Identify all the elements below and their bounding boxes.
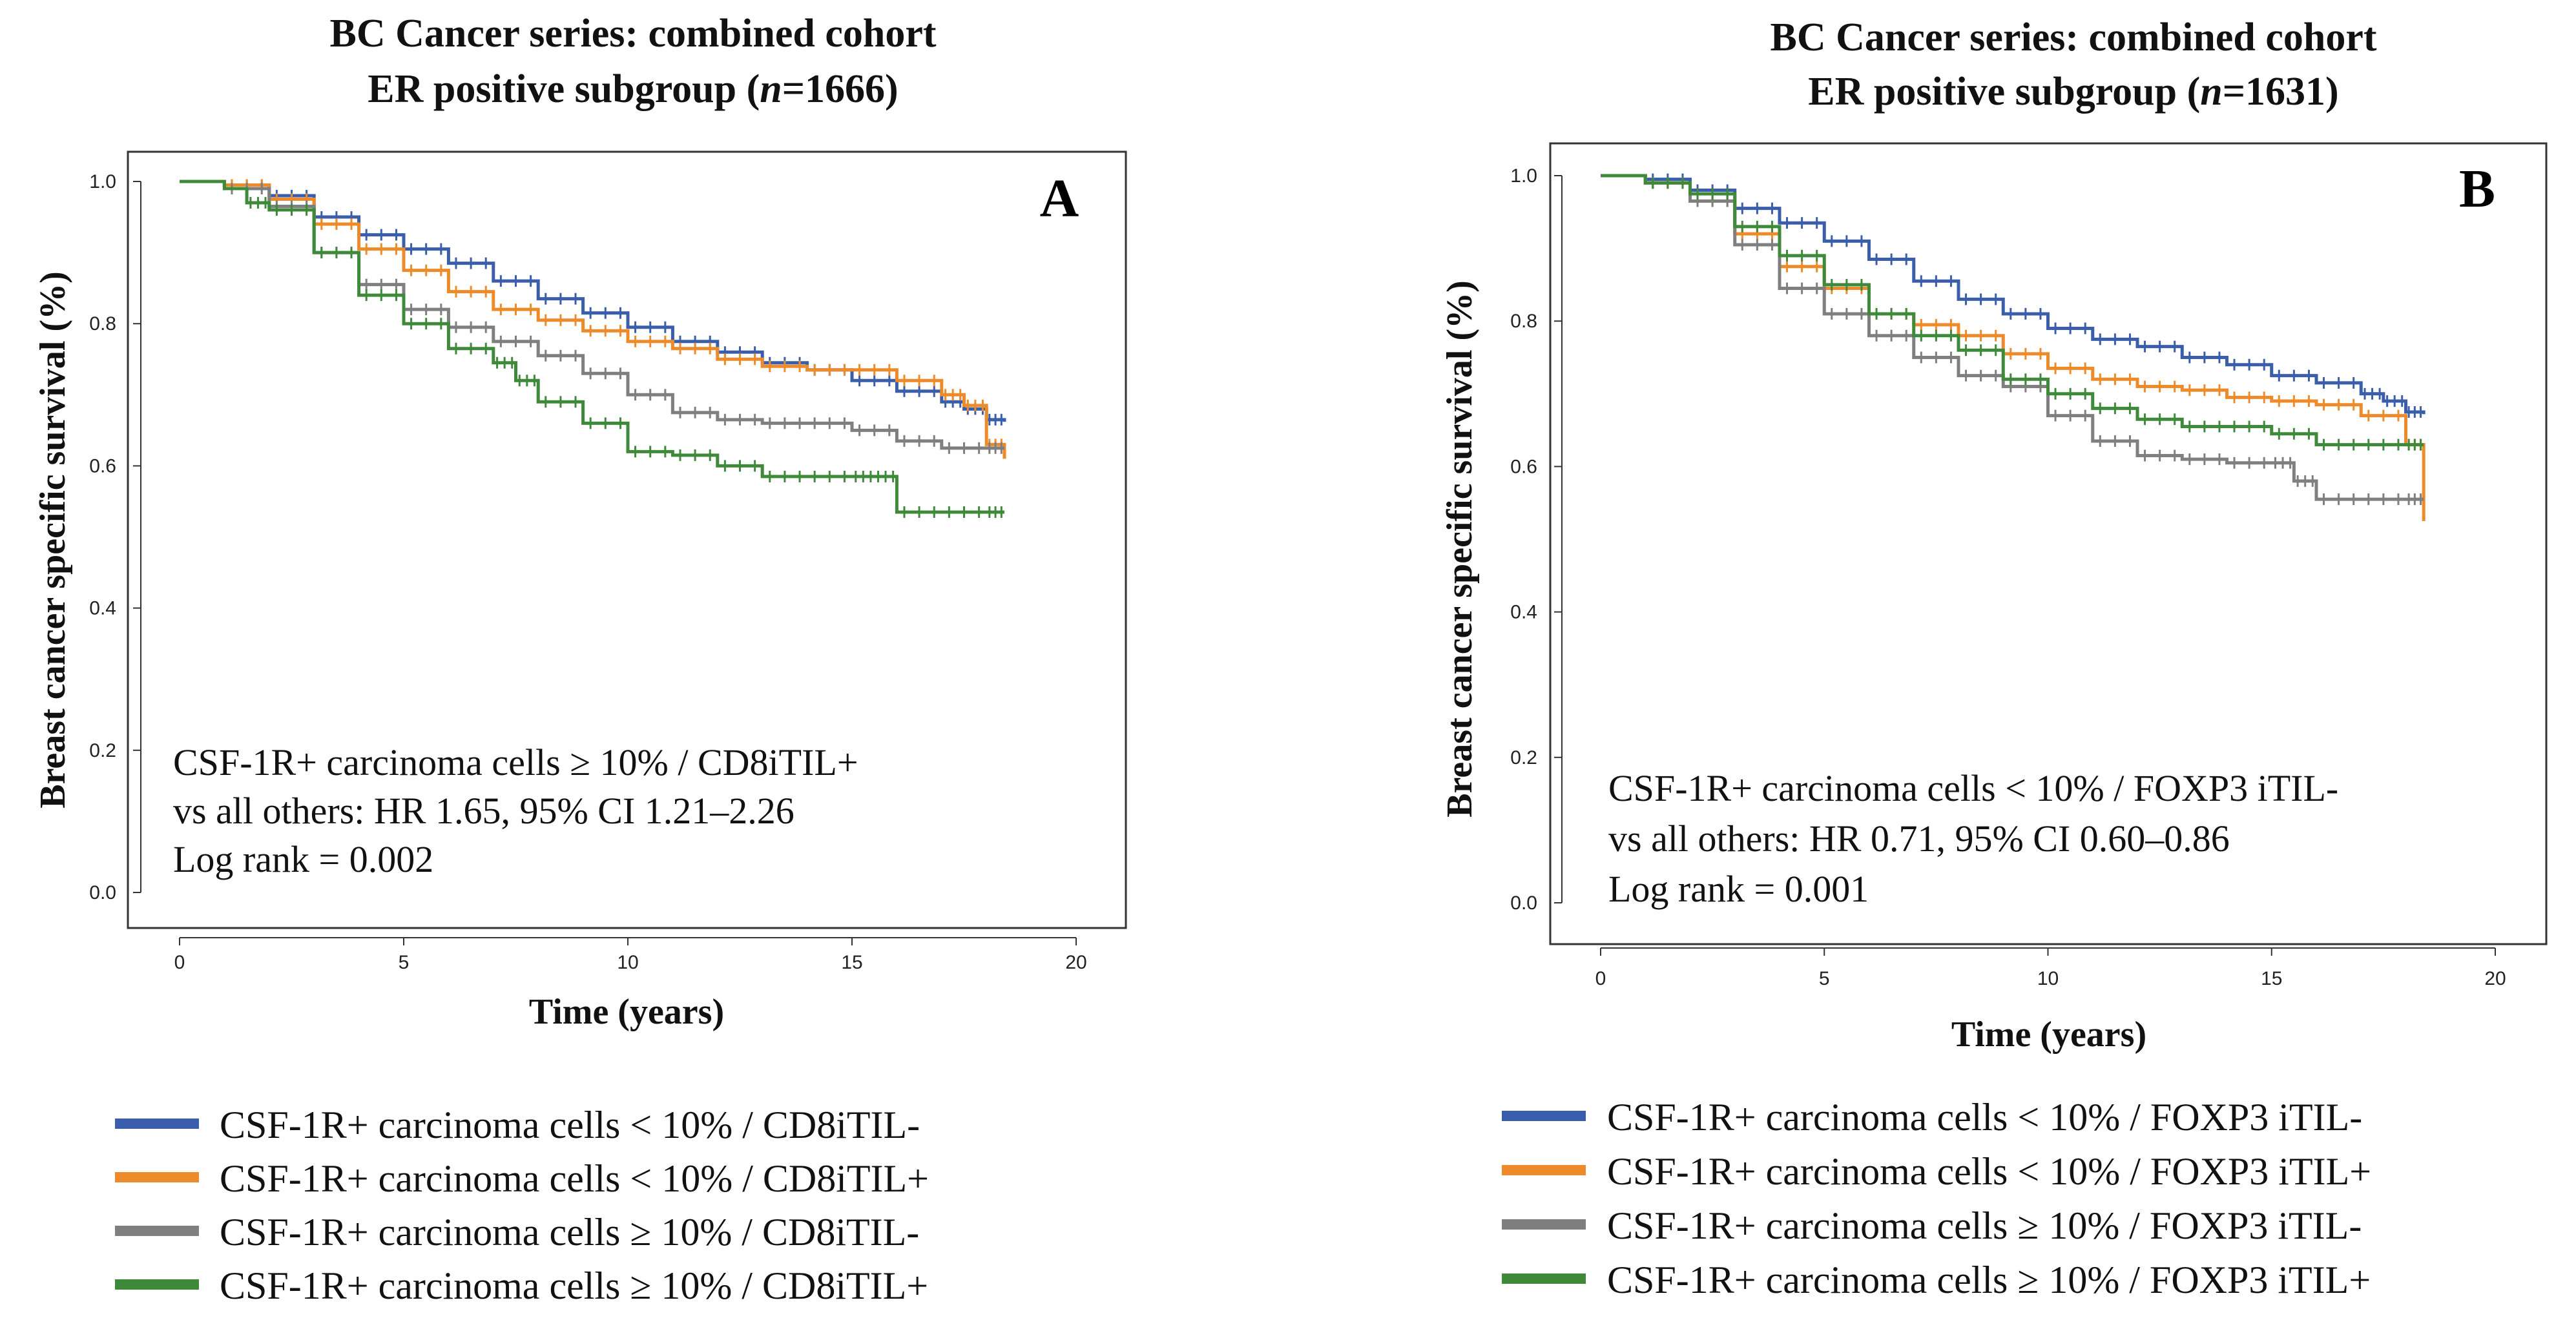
legend-item: CSF-1R+ carcinoma cells ≥ 10% / CD8iTIL- bbox=[115, 1211, 919, 1253]
y-axis-label: Breast cancer specific survival (%) bbox=[1440, 280, 1480, 818]
x-tick-label: 10 bbox=[2037, 968, 2059, 989]
title-n-value: =1666) bbox=[782, 67, 898, 111]
legend-swatch bbox=[115, 1118, 199, 1129]
title-n-symbol: n bbox=[760, 67, 782, 111]
title-line-2: ER positive subgroup (n=1666) bbox=[368, 67, 898, 111]
x-tick-label: 0 bbox=[1595, 968, 1606, 989]
x-tick-label: 15 bbox=[2261, 968, 2282, 989]
legend-label: CSF-1R+ carcinoma cells < 10% / CD8iTIL- bbox=[220, 1104, 920, 1146]
legend-item: CSF-1R+ carcinoma cells ≥ 10% / FOXP3 iT… bbox=[1502, 1204, 2362, 1247]
legend-item: CSF-1R+ carcinoma cells < 10% / FOXP3 iT… bbox=[1502, 1096, 2362, 1139]
legend-label: CSF-1R+ carcinoma cells < 10% / FOXP3 iT… bbox=[1607, 1096, 2362, 1139]
survival-curves bbox=[1601, 173, 2425, 521]
x-axis-label: Time (years) bbox=[1951, 1015, 2146, 1055]
survival-curve-3 bbox=[180, 180, 1004, 450]
y-tick-label: 0.2 bbox=[89, 740, 116, 761]
legend-label: CSF-1R+ carcinoma cells < 10% / FOXP3 iT… bbox=[1607, 1150, 2371, 1193]
title-line-1: BC Cancer series: combined cohort bbox=[329, 12, 936, 56]
x-axis-label: Time (years) bbox=[529, 992, 724, 1032]
survival-curve-1 bbox=[180, 180, 1006, 422]
legend-label: CSF-1R+ carcinoma cells ≥ 10% / CD8iTIL- bbox=[220, 1211, 919, 1253]
annotation: CSF-1R+ carcinoma cells ≥ 10% / CD8iTIL+… bbox=[173, 741, 858, 880]
y-tick-label: 0.6 bbox=[89, 455, 116, 477]
y-tick-label: 0.0 bbox=[1510, 892, 1537, 914]
survival-curve-1 bbox=[1601, 174, 2425, 415]
x-axis: 0 5 10 15 20 bbox=[174, 937, 1087, 973]
plot-frame bbox=[1549, 142, 2548, 945]
legend: CSF-1R+ carcinoma cells < 10% / FOXP3 iT… bbox=[1502, 1096, 2371, 1301]
legend-item: CSF-1R+ carcinoma cells ≥ 10% / CD8iTIL+ bbox=[115, 1264, 928, 1307]
annotation-line-2: vs all others: HR 1.65, 95% CI 1.21–2.26 bbox=[173, 790, 795, 832]
x-tick-label: 15 bbox=[841, 952, 862, 973]
y-axis-label: Breast cancer specific survival (%) bbox=[33, 271, 73, 809]
x-tick-label: 5 bbox=[399, 952, 410, 973]
title-line-2-prefix: ER positive subgroup ( bbox=[1808, 70, 2200, 114]
panel-a: BC Cancer series: combined cohort ER pos… bbox=[33, 12, 1127, 1307]
x-tick-label: 5 bbox=[1819, 968, 1830, 989]
panel-letter: B bbox=[2459, 159, 2495, 219]
survival-curve-2 bbox=[180, 180, 1006, 459]
legend-item: CSF-1R+ carcinoma cells < 10% / FOXP3 iT… bbox=[1502, 1150, 2371, 1193]
legend-swatch bbox=[1502, 1111, 1586, 1121]
y-tick-label: 0.4 bbox=[1510, 602, 1537, 623]
annotation-line-2: vs all others: HR 0.71, 95% CI 0.60–0.86 bbox=[1608, 818, 2230, 860]
y-tick-label: 0.8 bbox=[1510, 311, 1537, 332]
y-tick-label: 0.2 bbox=[1510, 747, 1537, 768]
legend-label: CSF-1R+ carcinoma cells ≥ 10% / FOXP3 iT… bbox=[1607, 1259, 2371, 1301]
survival-curve-2 bbox=[1601, 174, 2425, 521]
x-axis: 0 5 10 15 20 bbox=[1595, 947, 2506, 989]
legend-item: CSF-1R+ carcinoma cells < 10% / CD8iTIL- bbox=[115, 1104, 920, 1146]
legend-swatch bbox=[1502, 1273, 1586, 1284]
legend-item: CSF-1R+ carcinoma cells < 10% / CD8iTIL+ bbox=[115, 1157, 929, 1200]
survival-curve-4 bbox=[1601, 174, 2424, 447]
y-axis: 0.0 0.2 0.4 0.6 0.8 1.0 bbox=[89, 171, 141, 903]
title-line-1: BC Cancer series: combined cohort bbox=[1770, 15, 2376, 59]
x-tick-label: 20 bbox=[2484, 968, 2506, 989]
legend: CSF-1R+ carcinoma cells < 10% / CD8iTIL-… bbox=[115, 1104, 929, 1307]
survival-curve-3 bbox=[1601, 174, 2424, 501]
y-tick-label: 0.4 bbox=[89, 598, 116, 619]
annotation-line-1: CSF-1R+ carcinoma cells < 10% / FOXP3 iT… bbox=[1608, 767, 2338, 809]
legend-swatch bbox=[115, 1172, 199, 1182]
y-tick-label: 1.0 bbox=[1510, 165, 1537, 187]
legend-swatch bbox=[1502, 1165, 1586, 1175]
y-tick-label: 0.0 bbox=[89, 882, 116, 903]
y-axis: 0.0 0.2 0.4 0.6 0.8 1.0 bbox=[1510, 165, 1563, 914]
legend-item: CSF-1R+ carcinoma cells ≥ 10% / FOXP3 iT… bbox=[1502, 1259, 2371, 1301]
y-tick-label: 0.6 bbox=[1510, 456, 1537, 477]
panel-b: BC Cancer series: combined cohort ER pos… bbox=[1440, 15, 2548, 1301]
annotation: CSF-1R+ carcinoma cells < 10% / FOXP3 iT… bbox=[1608, 767, 2338, 910]
legend-label: CSF-1R+ carcinoma cells < 10% / CD8iTIL+ bbox=[220, 1157, 929, 1200]
title-line-2: ER positive subgroup (n=1631) bbox=[1808, 70, 2338, 114]
legend-swatch bbox=[115, 1279, 199, 1290]
title-line-2-prefix: ER positive subgroup ( bbox=[368, 67, 760, 111]
title-n-symbol: n bbox=[2200, 70, 2222, 114]
legend-label: CSF-1R+ carcinoma cells ≥ 10% / CD8iTIL+ bbox=[220, 1264, 928, 1307]
title-n-value: =1631) bbox=[2223, 70, 2339, 114]
plot-frame bbox=[127, 150, 1127, 929]
legend-swatch bbox=[1502, 1219, 1586, 1230]
y-tick-label: 0.8 bbox=[89, 313, 116, 335]
survival-curves bbox=[180, 179, 1006, 518]
y-tick-label: 1.0 bbox=[89, 171, 116, 192]
legend-label: CSF-1R+ carcinoma cells ≥ 10% / FOXP3 iT… bbox=[1607, 1204, 2362, 1247]
annotation-line-1: CSF-1R+ carcinoma cells ≥ 10% / CD8iTIL+ bbox=[173, 741, 858, 783]
x-tick-label: 20 bbox=[1065, 952, 1086, 973]
annotation-line-3: Log rank = 0.001 bbox=[1608, 868, 1869, 910]
legend-swatch bbox=[115, 1226, 199, 1236]
panel-letter: A bbox=[1040, 169, 1079, 229]
x-tick-label: 10 bbox=[617, 952, 638, 973]
x-tick-label: 0 bbox=[174, 952, 185, 973]
annotation-line-3: Log rank = 0.002 bbox=[173, 838, 433, 880]
survival-curve-4 bbox=[180, 180, 1004, 514]
